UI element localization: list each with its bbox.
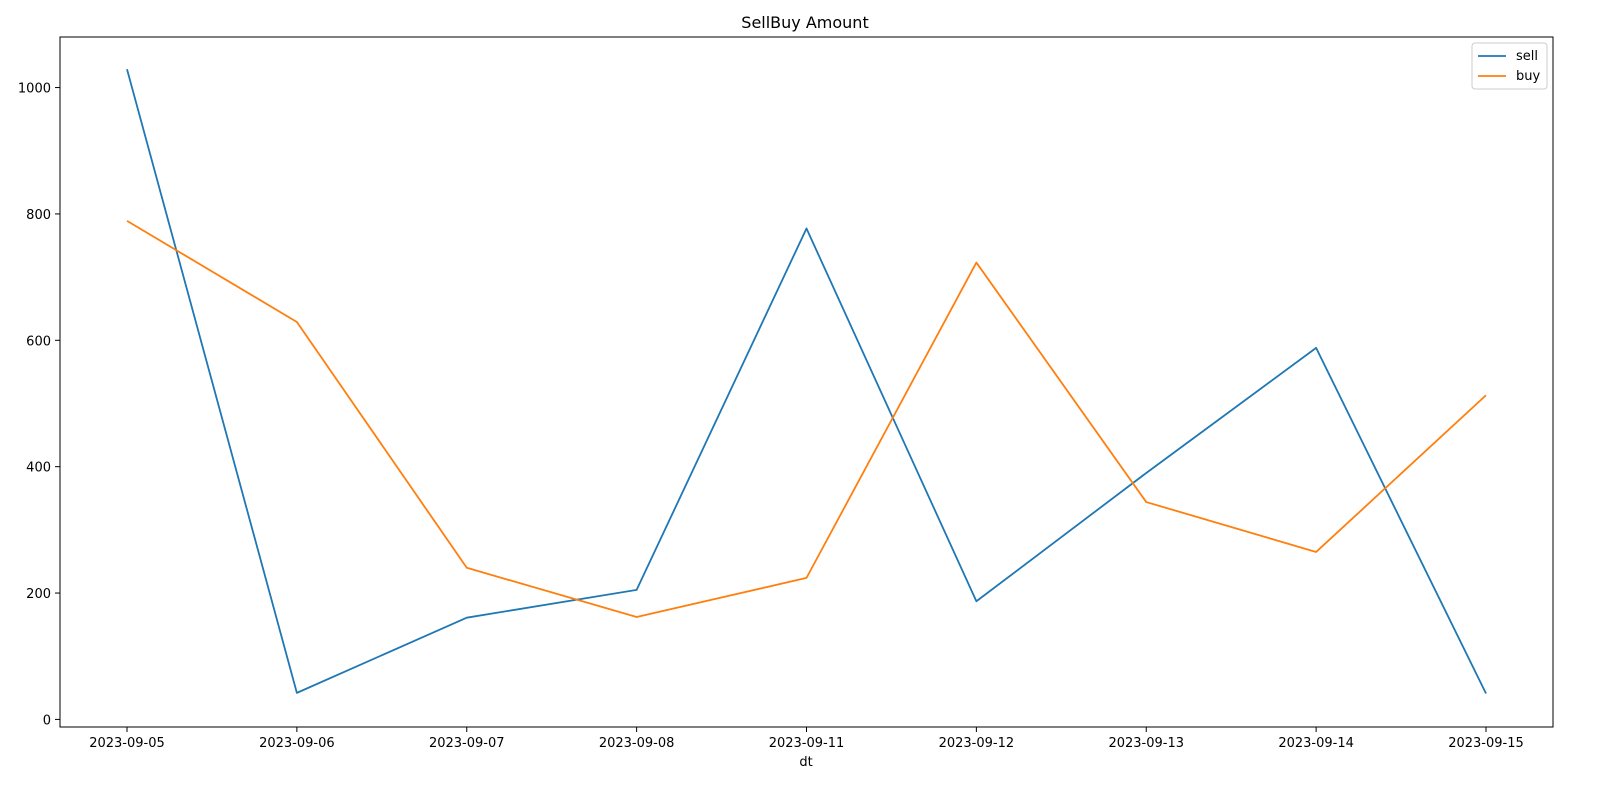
x-tick-label: 2023-09-13 [1108,736,1184,751]
x-tick-label: 2023-09-07 [429,736,505,751]
x-tick-label: 2023-09-14 [1278,736,1354,751]
legend-label-sell: sell [1516,49,1538,64]
series-layer [126,68,1487,694]
legend-box [1471,42,1548,90]
y-tick-label: 0 [43,713,51,728]
plot-area-frame [59,36,1554,728]
y-tick-label: 600 [26,334,51,349]
x-tick-label: 2023-09-12 [939,736,1015,751]
legend-label-buy: buy [1516,69,1540,84]
series-line-sell [126,68,1487,694]
y-tick-label: 400 [26,461,51,476]
y-axis-ticks: 0 200 400 600 800 1000 [18,82,60,728]
chart-title: SellBuy Amount [741,13,868,32]
x-tick-label: 2023-09-05 [89,736,165,751]
x-tick-label: 2023-09-11 [769,736,845,751]
y-tick-label: 200 [26,587,51,602]
x-tick-label: 2023-09-06 [259,736,335,751]
x-tick-label: 2023-09-15 [1448,736,1524,751]
x-axis-ticks: 2023-09-05 2023-09-06 2023-09-07 2023-09-08… [89,727,1524,751]
y-tick-label: 1000 [18,82,51,97]
y-tick-label: 800 [26,208,51,223]
x-axis-label: dt [799,755,812,770]
series-line-buy [126,220,1487,618]
legend: sell buy [1471,42,1548,90]
x-tick-label: 2023-09-08 [599,736,675,751]
